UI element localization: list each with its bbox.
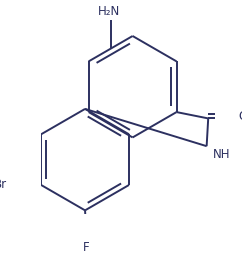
Text: F: F xyxy=(83,241,90,254)
Text: Br: Br xyxy=(0,178,7,191)
Text: O: O xyxy=(239,110,242,123)
Text: H₂N: H₂N xyxy=(98,5,120,18)
Text: NH: NH xyxy=(213,148,230,161)
